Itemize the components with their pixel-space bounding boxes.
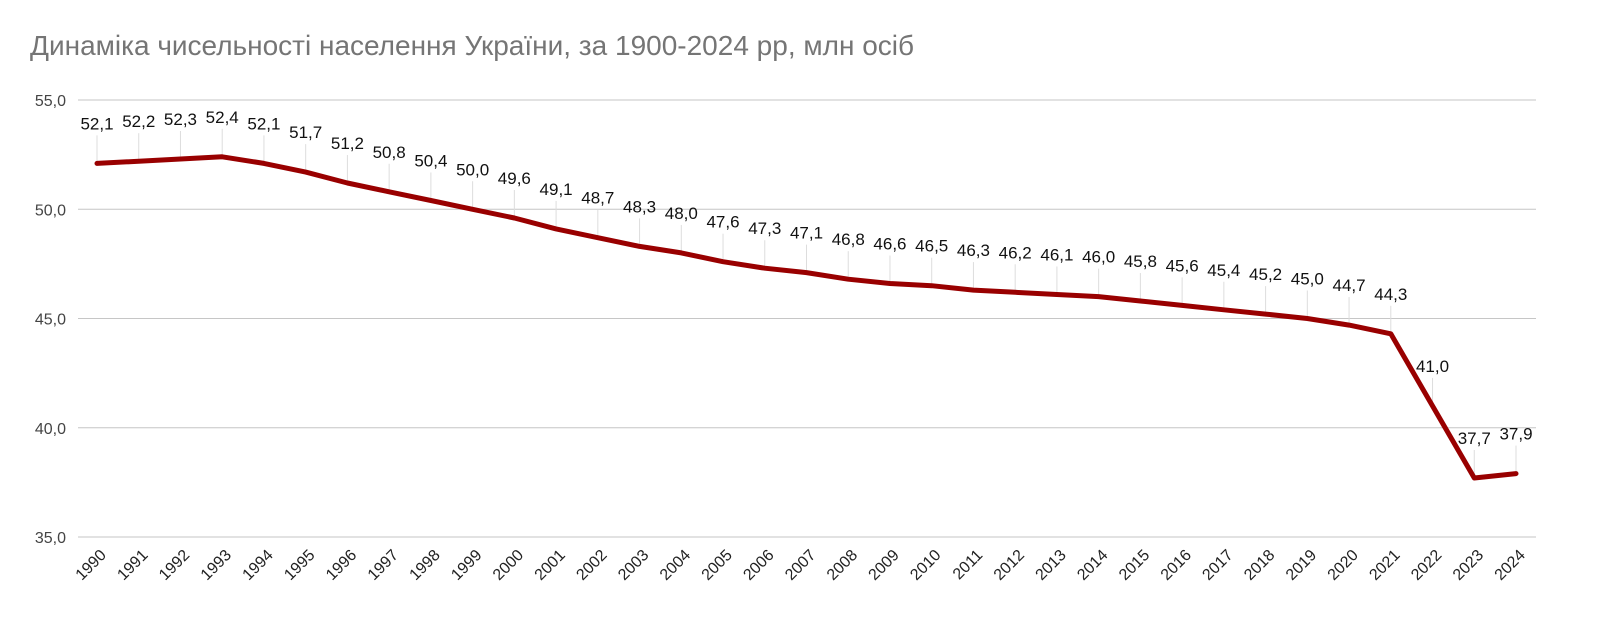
x-tick-label: 2022 <box>1408 547 1445 584</box>
data-label: 52,2 <box>122 112 155 131</box>
data-label: 49,1 <box>540 180 573 199</box>
data-label: 48,3 <box>623 197 656 216</box>
x-tick-label: 2006 <box>740 547 777 584</box>
x-tick-label: 2020 <box>1325 547 1362 584</box>
data-label: 52,1 <box>247 114 280 133</box>
x-tick-label: 1999 <box>448 547 485 584</box>
data-label: 46,6 <box>873 235 906 254</box>
x-tick-label: 2009 <box>866 547 903 584</box>
x-tick-label: 2016 <box>1158 547 1195 584</box>
x-tick-label: 1994 <box>240 547 277 584</box>
data-label: 52,3 <box>164 110 197 129</box>
y-tick-label: 50,0 <box>35 202 66 219</box>
data-label: 52,1 <box>80 114 113 133</box>
data-label: 45,0 <box>1291 270 1324 289</box>
chart-title: Динаміка чисельності населення України, … <box>30 30 915 61</box>
data-label: 45,8 <box>1124 252 1157 271</box>
data-label: 48,0 <box>665 204 698 223</box>
data-label: 50,0 <box>456 160 489 179</box>
x-tick-label: 1991 <box>114 547 151 584</box>
data-label: 44,7 <box>1333 276 1366 295</box>
series-line-population <box>94 154 1519 481</box>
x-tick-label: 2013 <box>1033 547 1070 584</box>
data-label: 45,4 <box>1207 261 1240 280</box>
x-tick-label: 2001 <box>532 547 569 584</box>
x-tick-label: 2017 <box>1199 547 1236 584</box>
data-label: 51,7 <box>289 123 322 142</box>
x-tick-label: 2005 <box>699 547 736 584</box>
data-label: 44,3 <box>1374 285 1407 304</box>
data-label: 37,9 <box>1499 425 1532 444</box>
x-tick-label: 1995 <box>281 547 318 584</box>
y-tick-label: 35,0 <box>35 530 66 547</box>
y-tick-label: 55,0 <box>35 93 66 110</box>
x-tick-label: 1998 <box>407 547 444 584</box>
data-label: 52,4 <box>206 108 239 127</box>
data-label: 46,3 <box>957 241 990 260</box>
data-label: 46,8 <box>832 230 865 249</box>
x-tick-label: 2023 <box>1450 547 1487 584</box>
x-tick-label: 2003 <box>615 547 652 584</box>
x-tick-label: 2018 <box>1241 547 1278 584</box>
data-label: 47,6 <box>706 213 739 232</box>
data-label: 46,0 <box>1082 248 1115 267</box>
x-tick-label: 2000 <box>490 547 527 584</box>
data-label: 37,7 <box>1458 429 1491 448</box>
x-tick-label: 1996 <box>323 547 360 584</box>
x-tick-label: 2011 <box>950 547 986 583</box>
data-label: 50,4 <box>414 152 447 171</box>
data-label: 47,1 <box>790 224 823 243</box>
data-label: 51,2 <box>331 134 364 153</box>
x-tick-label: 2024 <box>1492 547 1529 584</box>
data-label: 46,2 <box>999 243 1032 262</box>
data-label: 46,5 <box>915 237 948 256</box>
x-tick-label: 2021 <box>1366 547 1403 584</box>
data-label: 48,7 <box>581 189 614 208</box>
data-label: 46,1 <box>1040 245 1073 264</box>
x-tick-label: 2010 <box>907 547 944 584</box>
data-label: 50,8 <box>373 143 406 162</box>
x-tick-label: 2002 <box>573 547 610 584</box>
data-label: 49,6 <box>498 169 531 188</box>
data-label: 41,0 <box>1416 357 1449 376</box>
x-tick-label: 1993 <box>198 547 235 584</box>
x-tick-label: 1990 <box>73 547 110 584</box>
x-tick-label: 2004 <box>657 547 694 584</box>
x-tick-label: 2012 <box>991 547 1028 584</box>
x-tick-label: 2019 <box>1283 547 1320 584</box>
data-label: 45,2 <box>1249 265 1282 284</box>
data-label: 45,6 <box>1166 256 1199 275</box>
x-tick-label: 2008 <box>824 547 861 584</box>
y-tick-label: 40,0 <box>35 421 66 438</box>
x-tick-label: 1992 <box>156 547 193 584</box>
y-tick-label: 45,0 <box>35 312 66 329</box>
x-tick-label: 1997 <box>365 547 402 584</box>
x-tick-label: 2007 <box>782 547 819 584</box>
data-label: 47,3 <box>748 219 781 238</box>
x-tick-label: 2015 <box>1116 547 1153 584</box>
x-tick-label: 2014 <box>1074 547 1111 584</box>
